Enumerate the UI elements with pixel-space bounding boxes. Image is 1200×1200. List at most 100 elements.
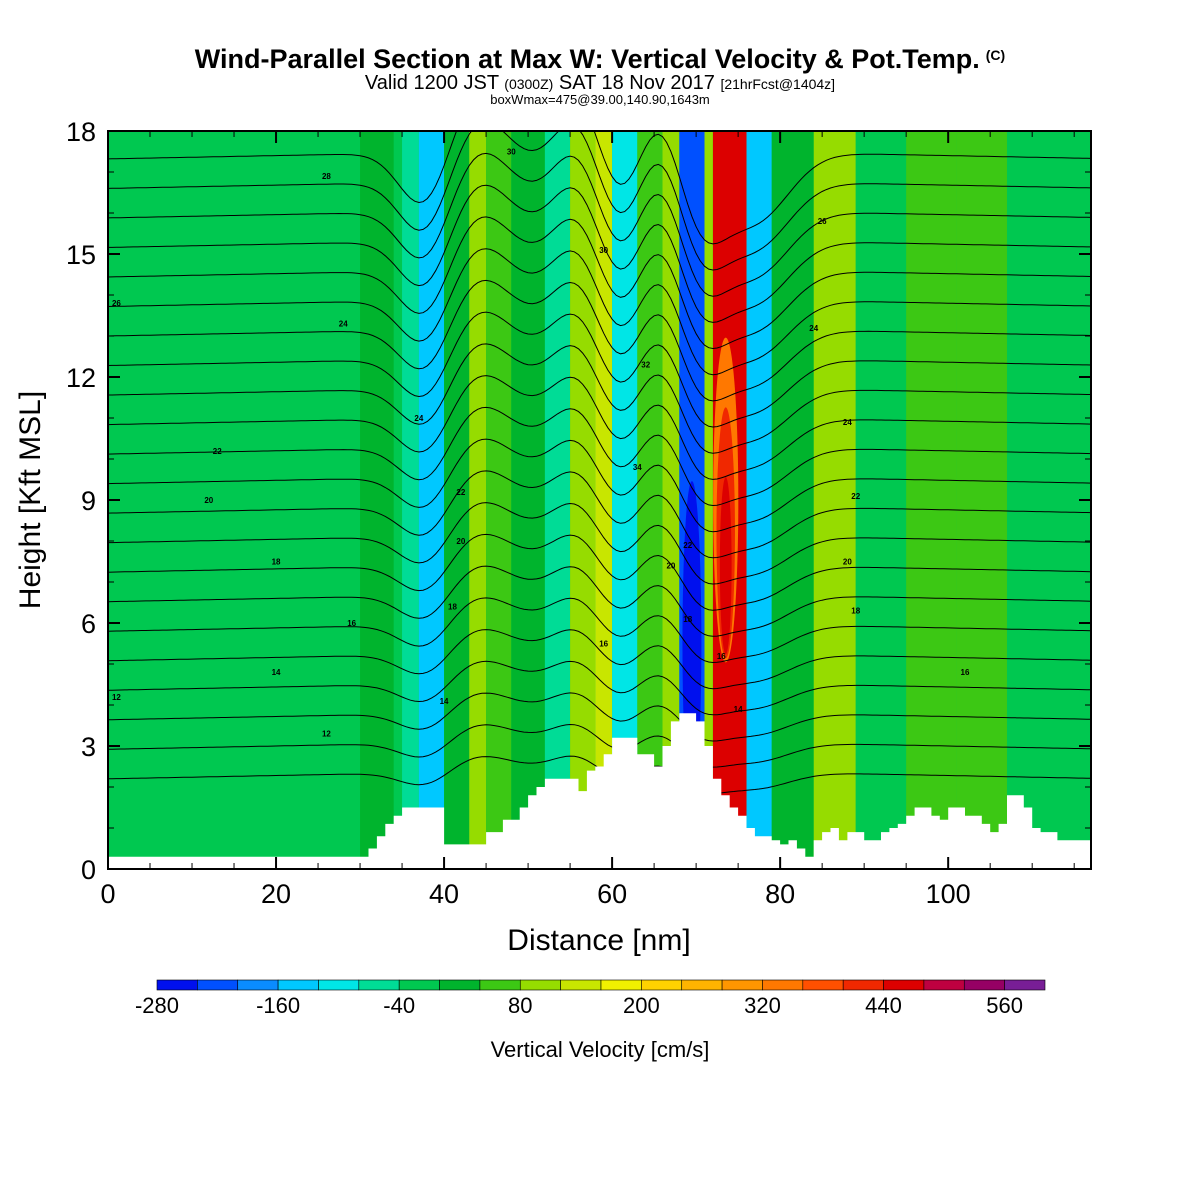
theta-contour-label: 22	[683, 541, 692, 550]
theta-contour-label: 24	[843, 418, 852, 427]
theta-contour	[108, 152, 1091, 297]
theta-contour-label: 16	[961, 668, 970, 677]
colorbar: -280 -160 -40 80 200 320 440 560	[135, 979, 1046, 1018]
theta-contour	[108, 184, 1091, 323]
x-tick-label: 20	[261, 879, 291, 909]
colorbar-swatch	[1004, 979, 1046, 991]
theta-contour	[108, 279, 1091, 402]
y-tick-label: 15	[66, 240, 96, 270]
velocity-band	[956, 131, 1007, 869]
contour-labels: 12 14 16 18 20 22 24 34 32 30 20 22 18 16 14 26 24 24 22 20…	[112, 148, 970, 739]
colorbar-swatch	[641, 979, 683, 991]
colorbar-tick-label: -280	[135, 993, 179, 1018]
velocity-band	[813, 131, 856, 869]
theta-contour	[108, 470, 1091, 559]
colorbar-swatch	[923, 979, 965, 991]
velocity-band	[418, 131, 445, 869]
velocity-band	[704, 131, 713, 869]
theta-contour-label: 26	[112, 299, 121, 308]
y-axis-label: Height [Kft MSL]	[14, 391, 47, 609]
colorbar-tick-label: 320	[744, 993, 781, 1018]
y-tick-label: 0	[81, 855, 96, 885]
theta-contour-label: 22	[851, 492, 860, 501]
y-tick-label: 18	[66, 117, 96, 147]
colorbar-tick-label: 560	[986, 993, 1023, 1018]
theta-contour	[108, 248, 1091, 376]
theta-contour	[108, 438, 1091, 533]
colorbar-swatch	[963, 979, 1005, 991]
velocity-band	[595, 131, 613, 869]
velocity-band	[469, 131, 487, 869]
x-tick-label: 0	[100, 879, 115, 909]
theta-contour-label: 18	[851, 607, 860, 616]
colorbar-swatch	[237, 979, 279, 991]
theta-contour	[108, 723, 1091, 768]
terrain-fill	[108, 713, 1091, 869]
theta-contour-label: 24	[809, 324, 818, 333]
velocity-core	[719, 477, 732, 655]
theta-contour-label: 20	[666, 562, 675, 571]
colorbar-swatch	[762, 979, 804, 991]
theta-contour-label: 16	[717, 652, 726, 661]
valid-utc: (0300Z)	[504, 76, 554, 92]
theta-contour-label: 14	[734, 705, 743, 714]
x-tick-label: 100	[926, 879, 971, 909]
theta-contour	[108, 375, 1091, 480]
colorbar-swatch	[277, 979, 319, 991]
theta-contour-label: 24	[414, 414, 423, 423]
velocity-band	[544, 131, 571, 869]
theta-contour	[108, 406, 1091, 507]
x-tick-label: 80	[765, 879, 795, 909]
velocity-band	[360, 131, 394, 869]
velocity-band	[444, 131, 470, 869]
colorbar-swatch	[398, 979, 440, 991]
colorbar-swatch	[721, 979, 763, 991]
theta-contour-label: 28	[322, 172, 331, 181]
velocity-band	[906, 131, 957, 869]
chart-title-tag: (C)	[985, 47, 1006, 63]
colorbar-tick-label: 80	[508, 993, 532, 1018]
theta-contour	[108, 311, 1091, 428]
theta-contour-label: 18	[272, 558, 281, 567]
colorbar-swatch	[197, 979, 239, 991]
theta-contour-label: 30	[599, 246, 608, 255]
velocity-band	[771, 131, 814, 869]
theta-contour	[108, 692, 1091, 742]
velocity-band	[662, 131, 680, 869]
vertical-velocity-field	[108, 131, 1091, 869]
theta-contour	[108, 565, 1091, 637]
colorbar-swatch	[439, 979, 481, 991]
theta-contour-label: 22	[456, 488, 465, 497]
theta-contour-label: 14	[440, 697, 449, 706]
theta-contour-label: 20	[456, 537, 465, 546]
velocity-band	[637, 131, 663, 869]
chart-title-text: Wind-Parallel Section at Max W: Vertical…	[194, 44, 980, 74]
valid-date: SAT 18 Nov 2017	[558, 72, 715, 94]
colorbar-tick-label: 200	[623, 993, 660, 1018]
colorbar-label: Vertical Velocity [cm/s]	[491, 1037, 710, 1062]
colorbar-tick-label: 440	[865, 993, 902, 1018]
terrain	[108, 713, 1091, 869]
colorbar-swatch	[802, 979, 844, 991]
theta-contour-label: 12	[322, 730, 331, 739]
theta-contour-label: 20	[843, 558, 852, 567]
theta-contour	[108, 660, 1091, 716]
colorbar-swatch	[842, 979, 884, 991]
theta-contour-label: 16	[347, 619, 356, 628]
velocity-band	[570, 131, 596, 869]
y-axis: 0 3 6 9 12 15 18	[66, 117, 1091, 885]
y-tick-label: 6	[81, 609, 96, 639]
y-tick-label: 12	[66, 363, 96, 393]
potential-temperature-contours	[108, 131, 1091, 794]
theta-contour-label: 16	[599, 640, 608, 649]
theta-contour-label: 22	[213, 447, 222, 456]
theta-contour-label: 18	[683, 615, 692, 624]
theta-contour	[108, 533, 1091, 611]
colorbar-swatch	[560, 979, 602, 991]
theta-contour	[108, 629, 1091, 690]
forecast-info: [21hrFcst@1404z]	[720, 76, 836, 92]
colorbar-swatch	[479, 979, 521, 991]
colorbar-swatch	[600, 979, 642, 991]
